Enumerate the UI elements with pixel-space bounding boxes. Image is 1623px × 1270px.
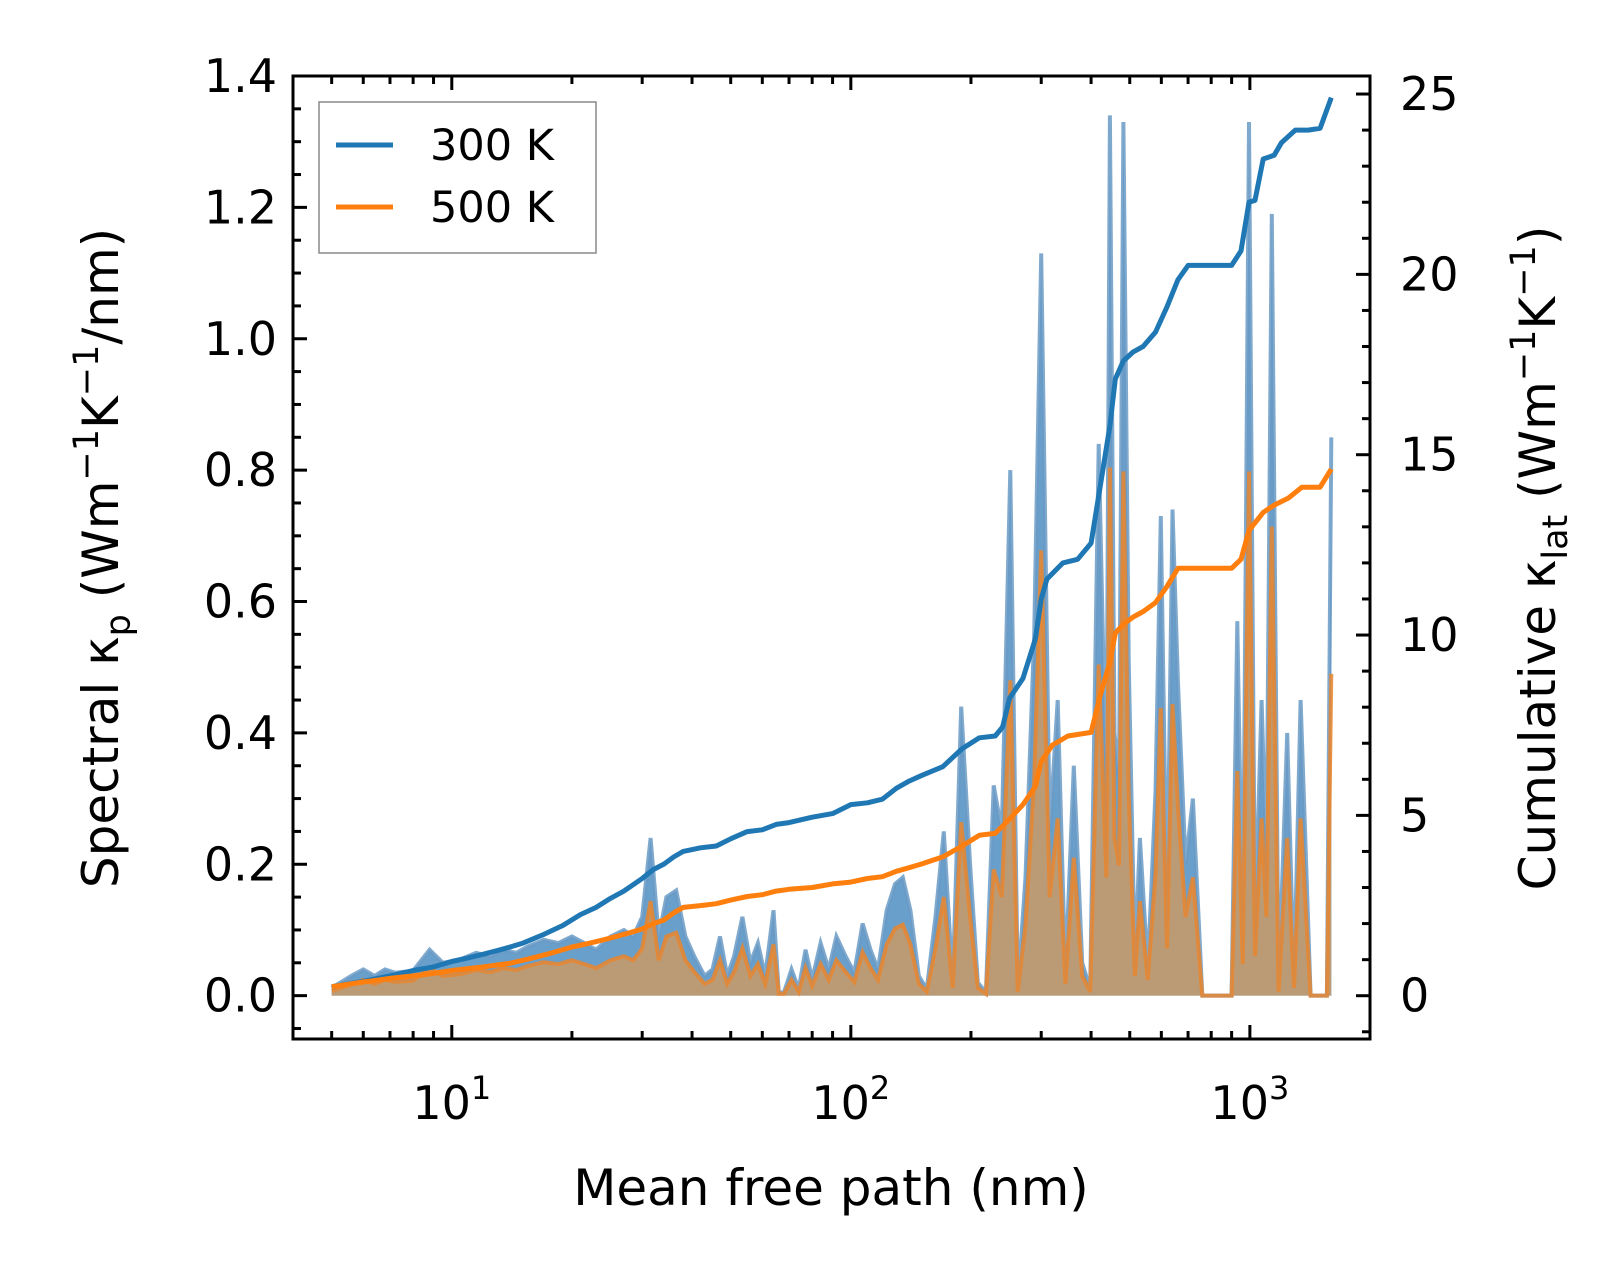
legend-label-500k: 500 K bbox=[430, 183, 556, 233]
y-left-tick-label: 0.2 bbox=[204, 837, 277, 891]
y-left-tick-label: 1.0 bbox=[204, 312, 277, 366]
legend-box bbox=[318, 101, 597, 254]
y-left-tick-label: 1.4 bbox=[204, 49, 277, 103]
legend: 300 K 500 K bbox=[318, 101, 597, 254]
x-tick-label: 102 bbox=[811, 1069, 890, 1130]
y-left-tick-label: 0.6 bbox=[204, 575, 277, 629]
y-right-tick-label: 0 bbox=[1400, 969, 1429, 1023]
y-right-axis-title: Cumulative κlat (Wm−1K−1) bbox=[1504, 226, 1576, 891]
spectral-edge-300k bbox=[330, 115, 1334, 998]
y-left-tick-label: 1.2 bbox=[204, 180, 277, 234]
spectral-fills bbox=[330, 115, 1334, 998]
x-tick-label: 103 bbox=[1210, 1069, 1289, 1130]
y-right-tick-label: 10 bbox=[1400, 608, 1459, 662]
y-left-axis-title: Spectral κp (Wm−1K−1/nm) bbox=[67, 228, 139, 888]
y-left-tick-label: 0.4 bbox=[204, 706, 277, 760]
y-right-tick-label: 25 bbox=[1400, 67, 1459, 121]
y-left-tick-label: 0.8 bbox=[204, 443, 277, 497]
legend-label-300k: 300 K bbox=[430, 121, 556, 171]
y-right-tick-label: 15 bbox=[1400, 428, 1459, 482]
y-left-tick-label: 0.0 bbox=[204, 969, 277, 1023]
x-axis-title: Mean free path (nm) bbox=[573, 1159, 1089, 1217]
y-right-tick-label: 5 bbox=[1400, 788, 1429, 842]
axis-ticks bbox=[291, 74, 1372, 1039]
y-right-tick-label: 20 bbox=[1400, 247, 1459, 301]
x-tick-label: 101 bbox=[412, 1069, 491, 1130]
cumulative-line-500k bbox=[331, 467, 1334, 990]
spectral-edge-500k bbox=[331, 467, 1334, 998]
cumulative-line-300k bbox=[331, 96, 1334, 990]
cumulative-lines bbox=[331, 96, 1334, 990]
